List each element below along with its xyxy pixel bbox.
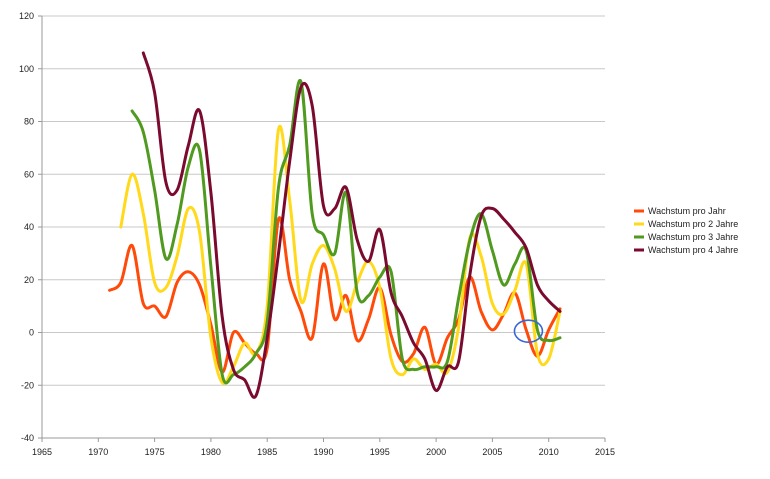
y-tick-label: 100 xyxy=(19,64,34,74)
x-tick-label: 1985 xyxy=(257,447,277,457)
x-tick-label: 1975 xyxy=(145,447,165,457)
axes xyxy=(41,16,606,442)
y-tick-label: 80 xyxy=(24,117,34,127)
legend-label: Wachstum pro 4 Jahre xyxy=(648,245,738,255)
annotation-ellipse xyxy=(513,319,544,343)
legend: Wachstum pro Jahr Wachstum pro 2 Jahre Wac… xyxy=(634,206,738,255)
x-tick-label: 1970 xyxy=(88,447,108,457)
x-tick-label: 2000 xyxy=(426,447,446,457)
y-tick-label: 20 xyxy=(24,275,34,285)
x-tick-label: 2015 xyxy=(595,447,615,457)
series-line-2 xyxy=(119,124,562,386)
x-tick-label: 1965 xyxy=(32,447,52,457)
series-line-3 xyxy=(130,78,562,385)
y-tick-label: 40 xyxy=(24,222,34,232)
legend-label: Wachstum pro 2 Jahre xyxy=(648,219,738,229)
y-tick-labels: -40 -20 0 20 40 60 80 100 120 xyxy=(19,11,34,443)
data-series xyxy=(108,51,562,399)
x-tick-label: 2005 xyxy=(482,447,502,457)
y-tick-label: 60 xyxy=(24,169,34,179)
y-tick-label: 0 xyxy=(29,328,34,338)
annotations xyxy=(513,319,544,343)
y-tick-label: -40 xyxy=(21,433,34,443)
x-tick-label: 1990 xyxy=(313,447,333,457)
x-tick-label: 2010 xyxy=(539,447,559,457)
x-tick-labels: 1965 1970 1975 1980 1985 1990 1995 2000 2005 2010… xyxy=(32,447,615,457)
legend-label: Wachstum pro Jahr xyxy=(648,206,726,216)
y-tick-label: 120 xyxy=(19,11,34,21)
legend-label: Wachstum pro 3 Jahre xyxy=(648,232,738,242)
x-tick-label: 1980 xyxy=(201,447,221,457)
y-tick-label: -20 xyxy=(21,380,34,390)
series-line-1 xyxy=(108,216,562,374)
series-line-4 xyxy=(141,51,562,399)
x-tick-label: 1995 xyxy=(370,447,390,457)
